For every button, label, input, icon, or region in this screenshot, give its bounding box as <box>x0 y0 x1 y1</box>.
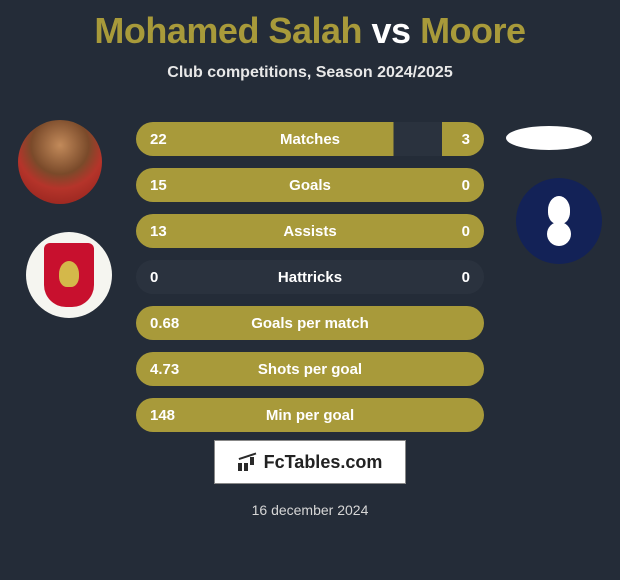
player1-club-badge <box>26 232 112 318</box>
stat-row: 4.73Shots per goal <box>136 352 484 386</box>
comparison-title: Mohamed Salah vs Moore <box>0 0 620 52</box>
stat-row: 0.68Goals per match <box>136 306 484 340</box>
stat-row: 22Matches3 <box>136 122 484 156</box>
title-vs: vs <box>372 10 411 51</box>
player2-avatar <box>506 126 592 150</box>
title-player1: Mohamed Salah <box>94 10 362 51</box>
stat-row: 13Assists0 <box>136 214 484 248</box>
tottenham-crest-icon <box>541 196 577 246</box>
stat-row: 15Goals0 <box>136 168 484 202</box>
player2-club-badge <box>516 178 602 264</box>
stat-label: Goals <box>136 177 484 194</box>
stat-label: Goals per match <box>136 315 484 332</box>
stats-table: 22Matches3 15Goals0 13Assists0 0Hattricks0 0… <box>136 122 484 444</box>
stat-label: Hattricks <box>136 269 484 286</box>
title-player2: Moore <box>420 10 526 51</box>
stat-label: Shots per goal <box>136 361 484 378</box>
stat-label: Min per goal <box>136 407 484 424</box>
stat-row: 148Min per goal <box>136 398 484 432</box>
brand-chart-icon <box>238 453 260 471</box>
date-label: 16 december 2024 <box>0 502 620 518</box>
subtitle: Club competitions, Season 2024/2025 <box>0 64 620 82</box>
stat-label: Matches <box>136 131 484 148</box>
stat-row: 0Hattricks0 <box>136 260 484 294</box>
brand-box: FcTables.com <box>214 440 406 484</box>
brand-text: FcTables.com <box>264 452 383 473</box>
stat-label: Assists <box>136 223 484 240</box>
liverpool-crest-icon <box>44 243 94 307</box>
player1-avatar <box>18 120 102 204</box>
